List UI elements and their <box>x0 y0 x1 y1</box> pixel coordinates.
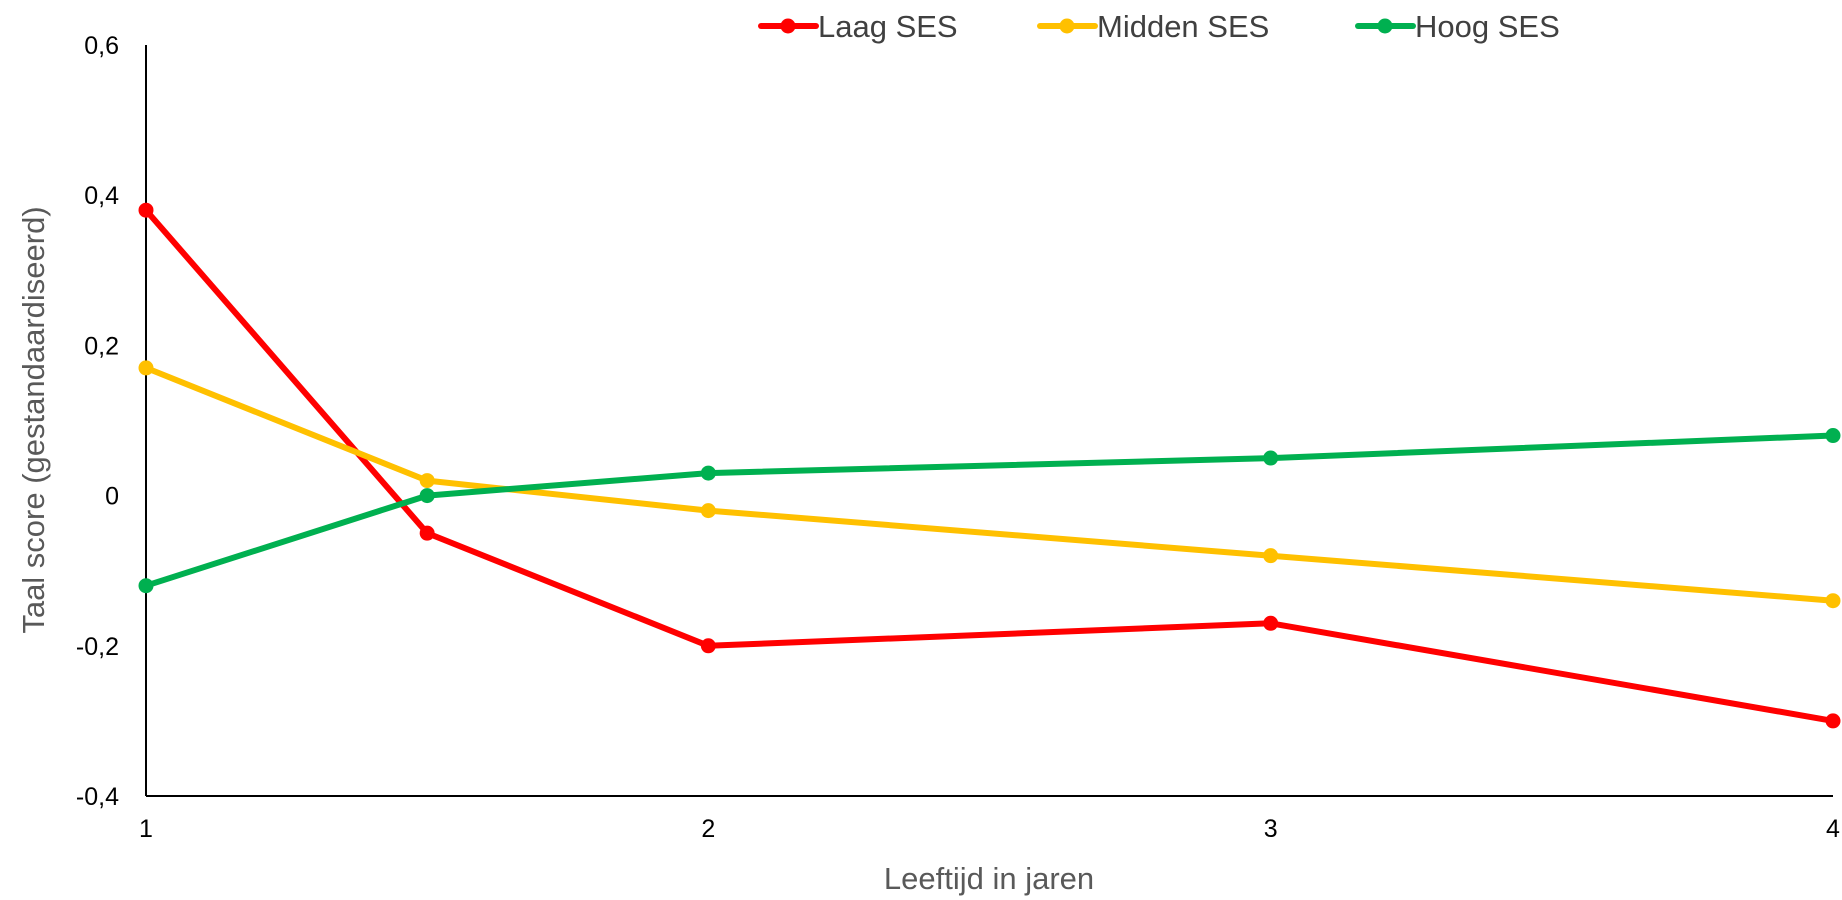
y-tick-label: -0,2 <box>76 633 119 661</box>
data-point-midden-ses <box>1263 548 1279 564</box>
data-point-midden-ses <box>419 473 435 489</box>
y-tick-label: -0,4 <box>76 783 119 811</box>
series-midden-ses <box>138 360 1841 609</box>
legend-marker-hoog-ses <box>1377 18 1393 34</box>
y-axis-title: Taal score (gestandaardiseerd) <box>16 206 51 633</box>
legend-label-hoog-ses: Hoog SES <box>1415 9 1560 44</box>
legend-item-laag-ses: Laag SES <box>758 9 958 44</box>
data-point-laag-ses <box>138 202 154 218</box>
data-point-hoog-ses <box>700 465 716 481</box>
data-point-laag-ses <box>700 638 716 654</box>
series-line-hoog-ses <box>143 432 1836 589</box>
y-tick-label: 0,4 <box>84 182 119 210</box>
series-lines <box>138 202 1841 729</box>
data-point-laag-ses <box>1825 713 1841 729</box>
tick-labels: 0,6 0,4 0,2 0 -0,2 -0,4 1 2 3 4 <box>76 32 1840 843</box>
data-point-hoog-ses <box>1825 428 1841 444</box>
y-tick-label: 0 <box>105 483 119 511</box>
x-tick-label: 1 <box>139 815 153 843</box>
x-axis-title: Leeftijd in jaren <box>884 861 1094 896</box>
data-point-hoog-ses <box>1263 450 1279 466</box>
series-laag-ses <box>138 202 1841 729</box>
legend-item-midden-ses: Midden SES <box>1037 9 1269 44</box>
series-line-midden-ses <box>143 364 1836 604</box>
x-tick-label: 4 <box>1826 815 1840 843</box>
data-point-midden-ses <box>1825 593 1841 609</box>
data-point-laag-ses <box>419 525 435 541</box>
y-tick-label: 0,2 <box>84 332 119 360</box>
x-tick-label: 3 <box>1264 815 1278 843</box>
legend-marker-laag-ses <box>780 18 796 34</box>
legend-label-laag-ses: Laag SES <box>818 9 958 44</box>
data-point-hoog-ses <box>138 578 154 594</box>
legend-marker-midden-ses <box>1059 18 1075 34</box>
series-hoog-ses <box>138 428 1841 594</box>
legend-item-hoog-ses: Hoog SES <box>1355 9 1560 44</box>
axes <box>145 45 1833 797</box>
data-point-hoog-ses <box>419 488 435 504</box>
y-tick-label: 0,6 <box>84 32 119 60</box>
data-point-laag-ses <box>1263 615 1279 631</box>
data-point-midden-ses <box>138 360 154 376</box>
legend: Laag SES Midden SES Hoog SES <box>758 9 1560 44</box>
legend-label-midden-ses: Midden SES <box>1097 9 1269 44</box>
x-tick-label: 2 <box>701 815 715 843</box>
data-point-midden-ses <box>700 503 716 519</box>
